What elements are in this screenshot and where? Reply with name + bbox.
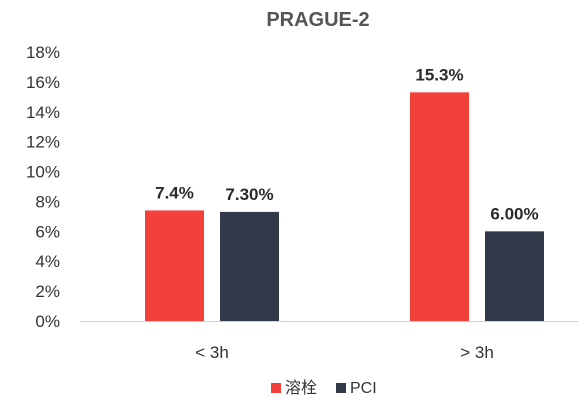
bar-data-label: 7.30% (225, 185, 273, 204)
bar-pci-0 (220, 211, 279, 321)
bar-thrombolysis-0 (145, 210, 204, 321)
legend-label: PCI (350, 380, 377, 397)
y-tick-label: 6% (35, 222, 60, 241)
y-tick-label: 10% (26, 163, 60, 182)
x-category-label: < 3h (195, 343, 229, 362)
bar-data-label: 6.00% (490, 204, 538, 223)
legend-label: 溶栓 (285, 379, 317, 397)
data-labels-group: 7.4% 7.30% 15.3% 6.00% (155, 65, 538, 223)
y-tick-label: 14% (26, 103, 60, 122)
x-axis-categories: < 3h > 3h (195, 343, 494, 362)
y-tick-label: 8% (35, 192, 60, 211)
y-tick-label: 2% (35, 282, 60, 301)
legend-swatch (336, 383, 346, 393)
legend-swatch (271, 383, 281, 393)
y-tick-label: 18% (26, 43, 60, 62)
y-tick-label: 0% (35, 312, 60, 331)
bar-pci-1 (485, 231, 544, 321)
legend: 溶栓 PCI (271, 379, 377, 397)
y-tick-label: 4% (35, 252, 60, 271)
bar-data-label: 15.3% (415, 65, 463, 84)
bars-group (145, 92, 544, 321)
bar-data-label: 7.4% (155, 183, 194, 202)
y-tick-label: 16% (26, 73, 60, 92)
chart-title: PRAGUE-2 (266, 9, 369, 31)
bar-thrombolysis-1 (410, 92, 469, 321)
y-tick-label: 12% (26, 133, 60, 152)
y-axis-ticks: 0% 2% 4% 6% 8% 10% 12% 14% 16% 18% (26, 43, 60, 331)
x-category-label: > 3h (460, 343, 494, 362)
